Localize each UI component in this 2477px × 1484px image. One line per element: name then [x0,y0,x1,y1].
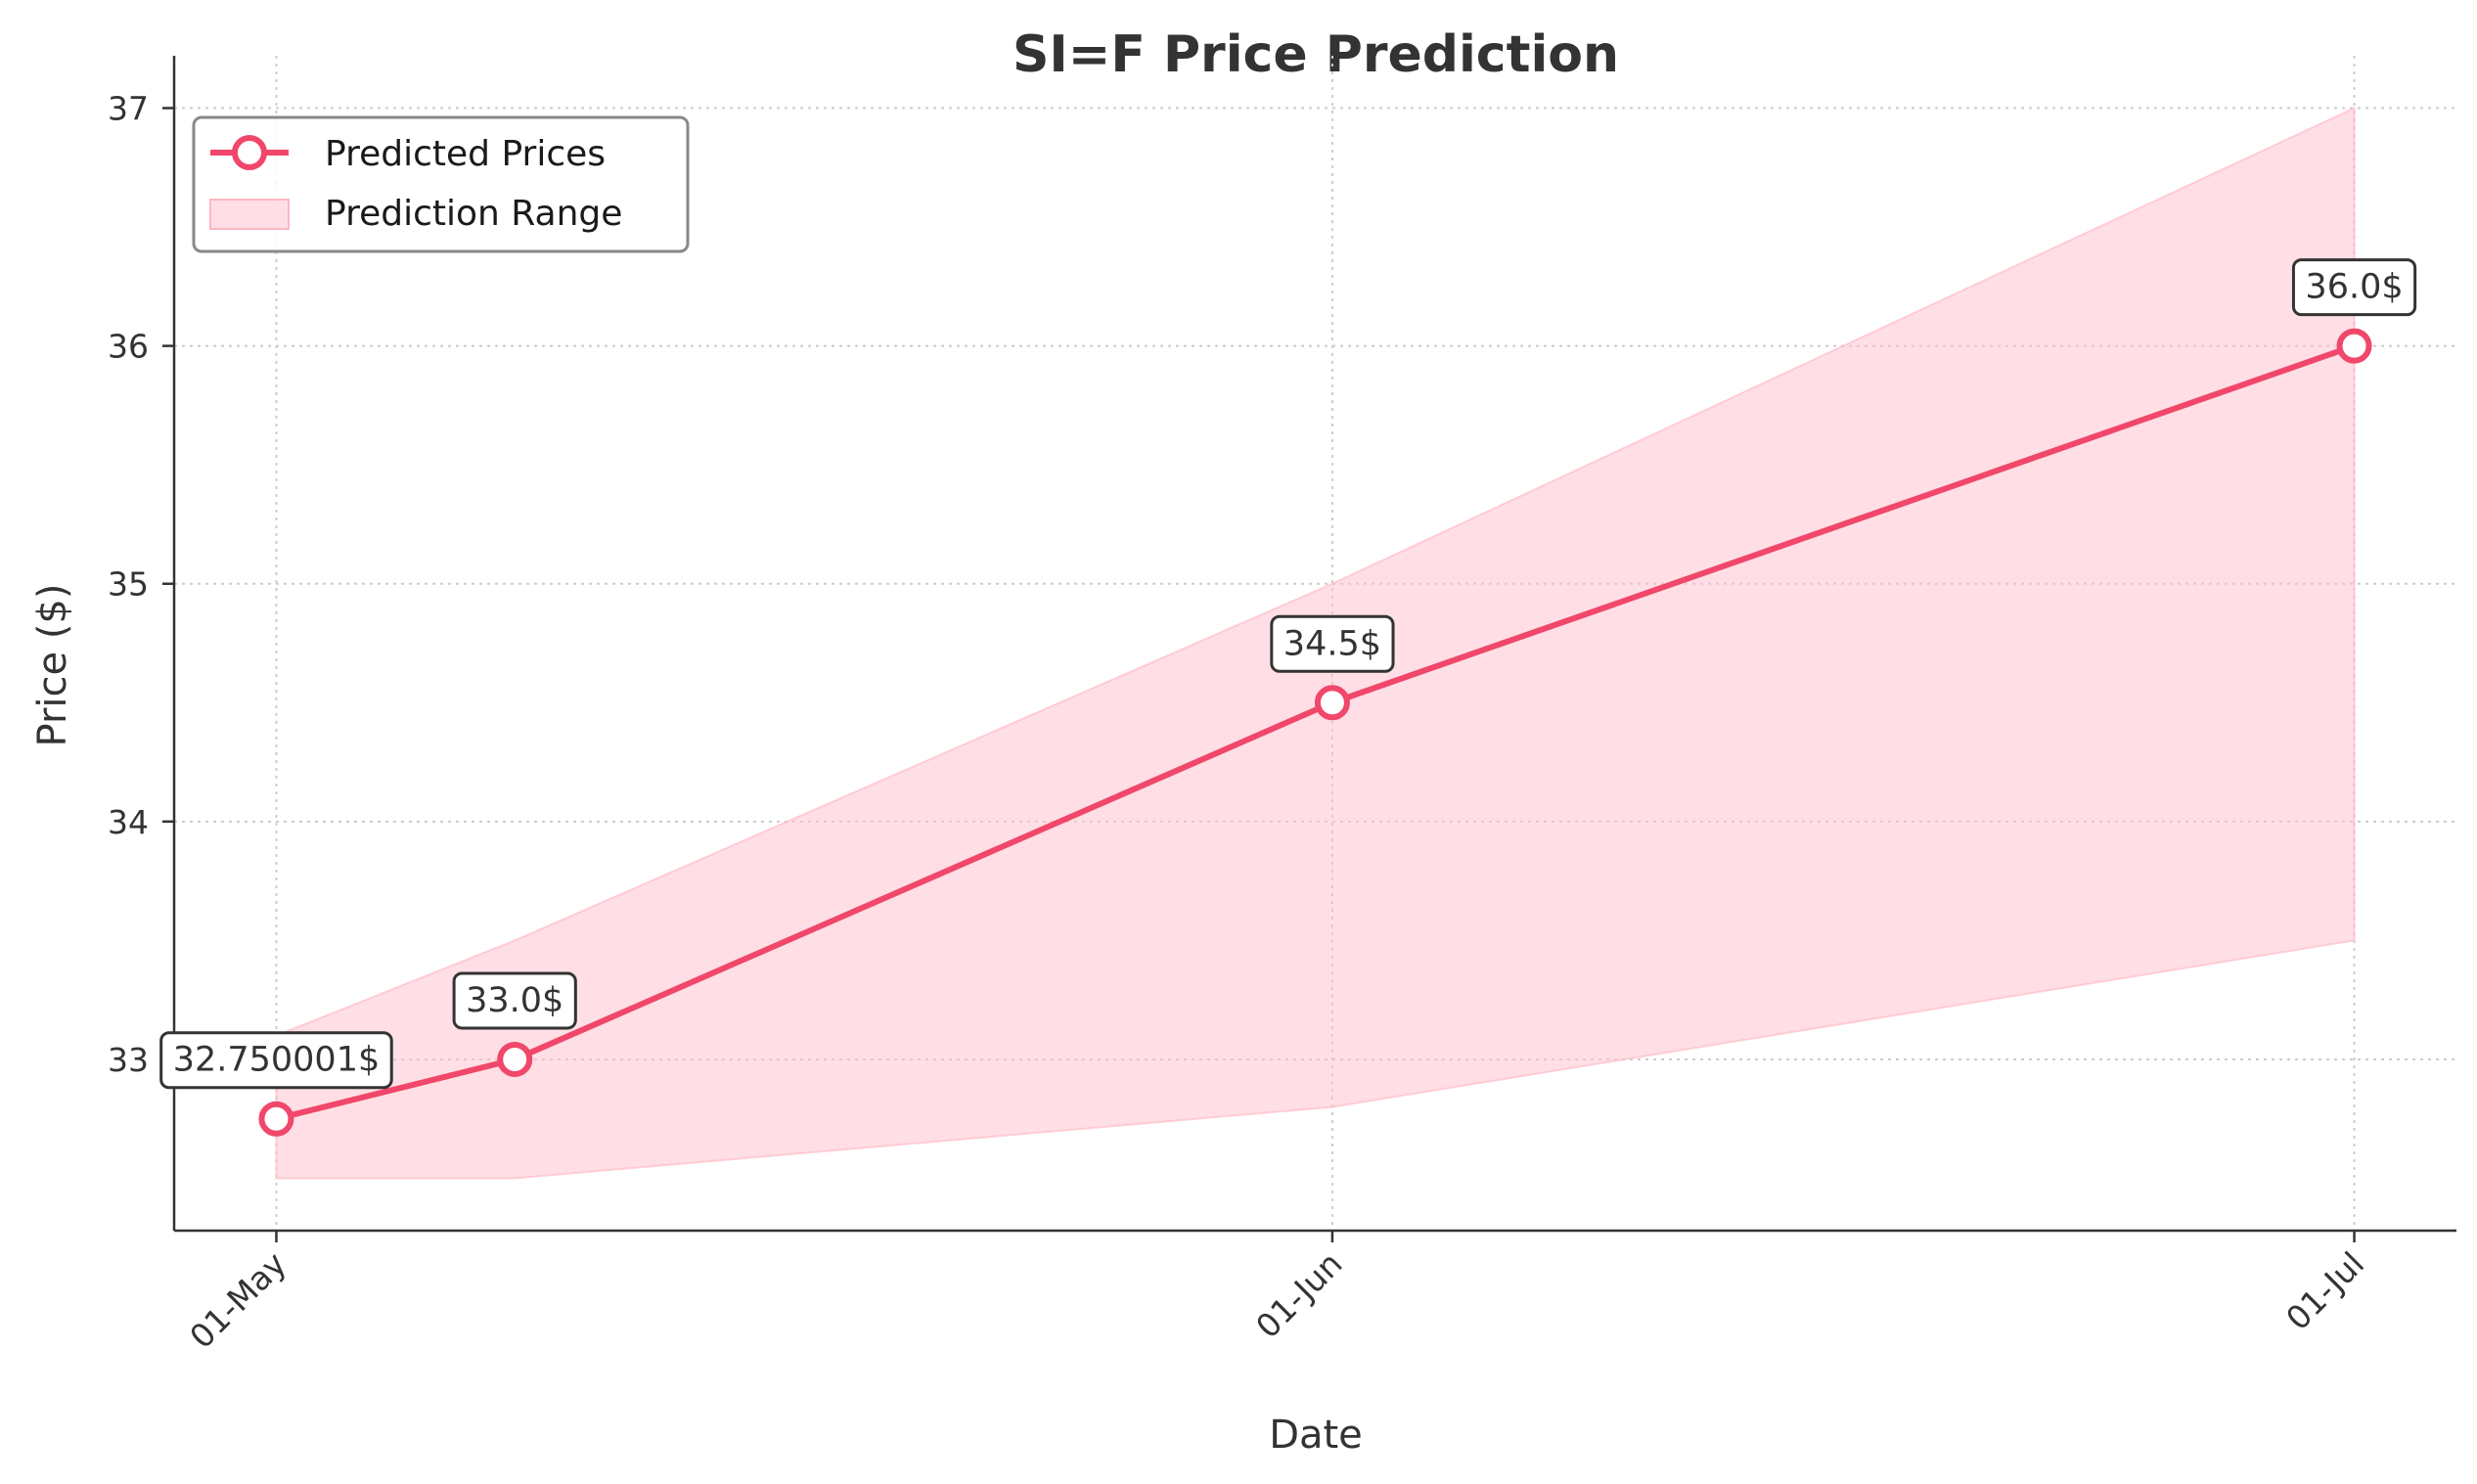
legend: Predicted Prices Prediction Range [192,115,690,253]
data-label-text: 32.750001$ [173,1041,381,1080]
y-tick-label: 34 [108,803,149,841]
x-axis-ticks: 01-May 01-Jun 01-Jul [182,1231,2371,1356]
chart-title: SI=F Price Prediction [1013,25,1619,84]
data-label: 36.0$ [2291,258,2417,317]
data-points [258,328,2372,1137]
data-point [258,1101,294,1137]
legend-range-swatch [209,199,290,230]
y-tick-label: 36 [108,328,149,366]
data-point [2336,328,2372,364]
x-tick-label: 01-Jul [2278,1244,2371,1337]
data-label-box [2291,258,2417,317]
data-label-box [1270,614,1395,673]
data-label-box [452,971,577,1030]
legend-marker-icon [232,135,267,170]
data-point [1314,685,1350,721]
data-labels: 32.750001$ 33.0$ 34.5$ 36.0$ [159,258,2417,1090]
x-tick-label: 01-May [182,1244,293,1356]
data-label: 32.750001$ [159,1031,393,1090]
x-tick-label: 01-Jun [1248,1244,1349,1345]
x-axis-label: Date [1269,1413,1363,1458]
legend-label-range: Prediction Range [325,194,622,234]
data-label-text: 34.5$ [1284,624,1381,663]
data-label: 34.5$ [1270,614,1395,673]
data-label-text: 36.0$ [2305,268,2403,307]
predicted-prices-line [275,342,2356,1122]
data-label-text: 33.0$ [466,981,563,1020]
legend-label-predicted: Predicted Prices [325,134,606,174]
data-label-box [159,1031,393,1090]
y-axis-ticks: 33 34 35 36 37 [108,89,174,1079]
y-tick-label: 33 [108,1041,149,1079]
data-label: 33.0$ [452,971,577,1030]
y-tick-label: 35 [108,565,149,604]
y-axis-label: Price ($) [30,584,75,747]
y-tick-label: 37 [108,89,149,127]
data-point [497,1041,533,1077]
legend-frame [192,115,690,253]
